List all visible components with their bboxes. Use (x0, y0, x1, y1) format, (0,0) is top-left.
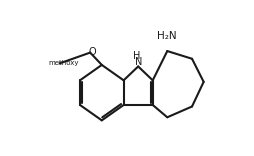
Text: H₂N: H₂N (157, 32, 177, 41)
Text: methoxy: methoxy (49, 60, 79, 66)
Text: O: O (89, 47, 96, 57)
Text: H: H (133, 51, 140, 61)
Text: N: N (135, 57, 143, 67)
